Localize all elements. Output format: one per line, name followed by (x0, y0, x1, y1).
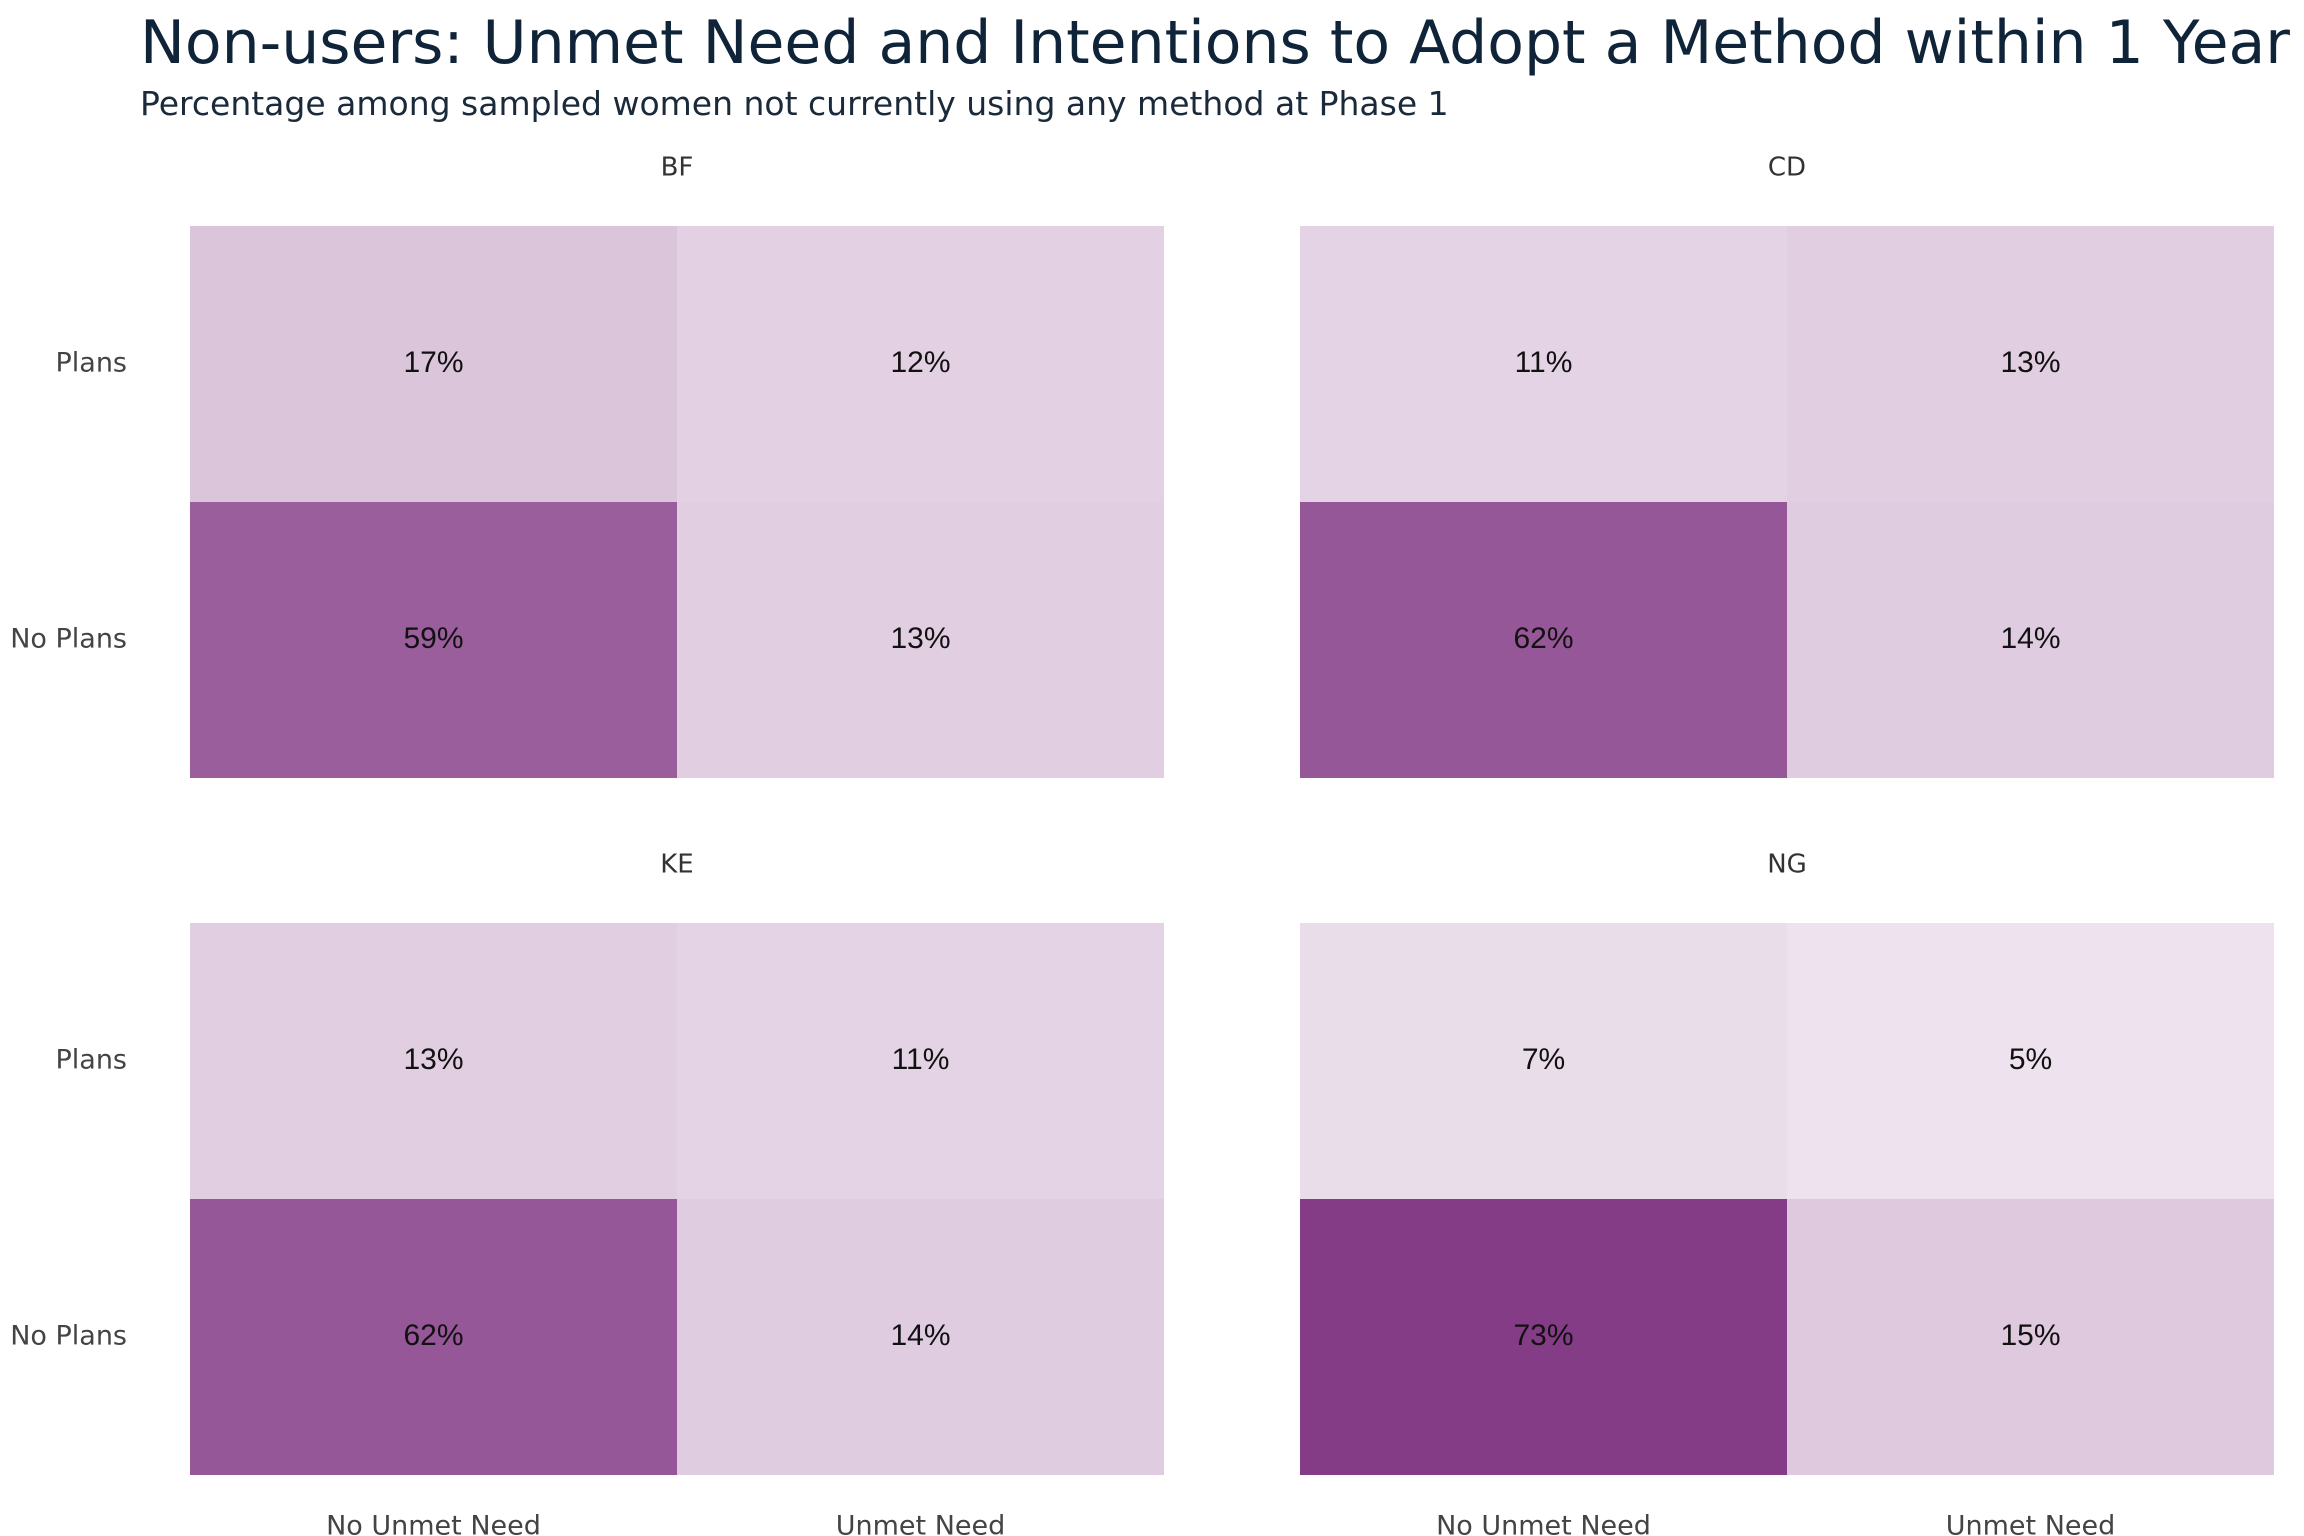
heatmap-cell (677, 923, 1164, 1199)
heatmap-cell (190, 226, 677, 502)
chart-title: Non-users: Unmet Need and Intentions to … (140, 8, 2290, 78)
x-tick-label: No Unmet Need (1436, 1511, 1651, 1536)
cell-value-label: 12% (890, 346, 950, 379)
facet-label: KE (660, 850, 693, 880)
cell-value-label: 7% (1522, 1043, 1565, 1076)
facet-panel-bf: BF 17% 12% 59% 13% Plans No Plans (10, 153, 1164, 778)
chart-subtitle: Percentage among sampled women not curre… (140, 84, 1449, 123)
facet-panel-cd: CD 11% 13% 62% 14% (1300, 153, 2274, 778)
heatmap-cell (1787, 502, 2274, 778)
facet-label: BF (661, 153, 694, 183)
heatmap-cell (190, 1199, 677, 1475)
facet-panel-ke: KE 13% 11% 62% 14% Plans No Plans No Unmet Need… (10, 850, 1164, 1536)
heatmap-cell (677, 1199, 1164, 1475)
cell-value-label: 62% (403, 1319, 463, 1352)
heatmap-cell (1787, 1199, 2274, 1475)
y-tick-label: No Plans (10, 624, 127, 655)
heatmap-cell (1300, 923, 1787, 1199)
facet-panel-ng: NG 7% 5% 73% 15% No Unmet Need Unmet Need (1300, 850, 2274, 1536)
cell-value-label: 11% (1515, 346, 1573, 379)
heatmap-cell (1300, 1199, 1787, 1475)
facet-label: CD (1768, 153, 1806, 183)
cell-value-label: 13% (2000, 346, 2060, 379)
y-tick-label: Plans (55, 1045, 127, 1076)
cell-value-label: 13% (890, 622, 950, 655)
cell-value-label: 15% (2000, 1319, 2060, 1352)
x-tick-label: Unmet Need (1946, 1511, 2116, 1536)
cell-value-label: 14% (2000, 622, 2060, 655)
heatmap-cell (190, 502, 677, 778)
heatmap-cell (1787, 923, 2274, 1199)
heatmap-cell (677, 502, 1164, 778)
y-tick-label: Plans (55, 348, 127, 379)
heatmap-cell (190, 923, 677, 1199)
cell-value-label: 13% (403, 1043, 463, 1076)
y-tick-label: No Plans (10, 1321, 127, 1352)
cell-value-label: 17% (403, 346, 463, 379)
heatmap-cell (1300, 502, 1787, 778)
cell-value-label: 14% (890, 1319, 950, 1352)
cell-value-label: 5% (2009, 1043, 2052, 1076)
cell-value-label: 62% (1513, 622, 1573, 655)
x-tick-label: Unmet Need (836, 1511, 1006, 1536)
heatmap-cell (677, 226, 1164, 502)
cell-value-label: 59% (403, 622, 463, 655)
heatmap-cell (1787, 226, 2274, 502)
x-tick-label: No Unmet Need (326, 1511, 541, 1536)
cell-value-label: 73% (1513, 1319, 1573, 1352)
cell-value-label: 11% (892, 1043, 950, 1076)
facet-label: NG (1767, 850, 1807, 880)
heatmap-cell (1300, 226, 1787, 502)
